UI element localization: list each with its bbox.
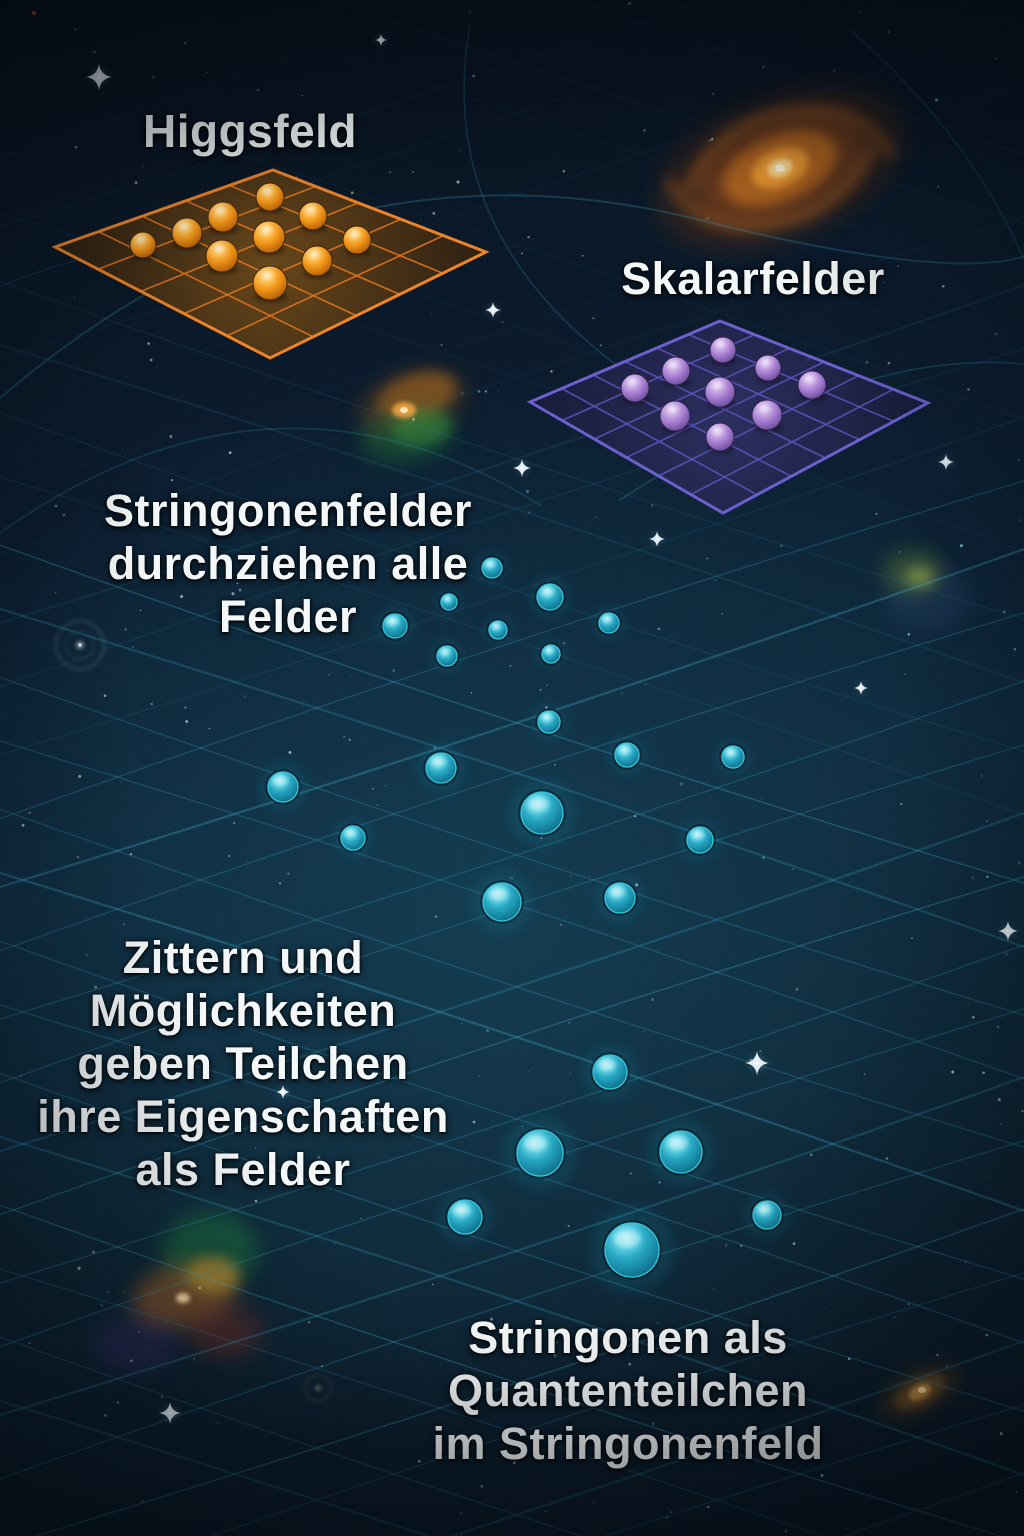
- grain-overlay: [0, 0, 1024, 1536]
- scene-svg: [0, 0, 1024, 1536]
- infographic-canvas: Higgsfeld Skalarfelder Stringonenfelder …: [0, 0, 1024, 1536]
